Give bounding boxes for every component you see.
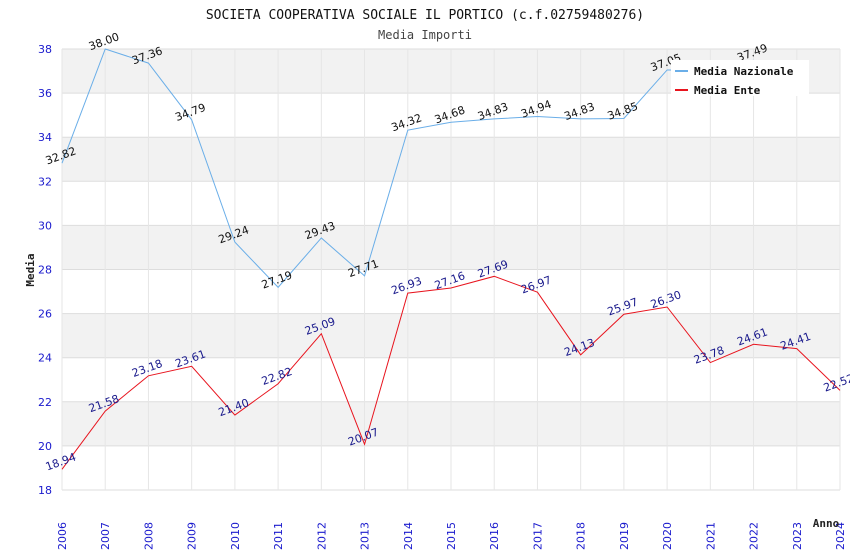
y-tick-label: 28 — [38, 264, 52, 277]
x-tick-label: 2024 — [834, 522, 847, 550]
series-line-media-nazionale — [61, 48, 754, 289]
x-tick-label: 2017 — [531, 522, 544, 550]
x-tick-label: 2012 — [315, 522, 328, 550]
legend: Media Nazionale Media Ente — [671, 60, 809, 97]
x-tick-label: 2016 — [488, 522, 501, 550]
x-tick-label: 2015 — [445, 522, 458, 550]
x-axis-title: Anno — [813, 517, 840, 530]
legend-label: Media Nazionale — [694, 65, 794, 78]
x-tick-label: 2018 — [575, 522, 588, 550]
legend-label: Media Ente — [694, 84, 761, 97]
y-tick-label: 22 — [38, 396, 52, 409]
x-tick-label: 2011 — [272, 522, 285, 550]
y-tick-label: 20 — [38, 440, 52, 453]
x-tick-label: 2019 — [618, 522, 631, 550]
y-tick-label: 32 — [38, 175, 52, 188]
y-tick-label: 26 — [38, 308, 52, 321]
y-tick-label: 30 — [38, 219, 52, 232]
chart-title: SOCIETA COOPERATIVA SOCIALE IL PORTICO (… — [206, 8, 644, 23]
x-tick-label: 2020 — [661, 522, 674, 550]
x-tick-label: 2022 — [748, 522, 761, 550]
x-axis-ticks: 2006 2007 2008 2009 2010 2011 2012 2013 2014 2015… — [56, 522, 847, 550]
series-line-media-ente — [61, 275, 841, 470]
y-tick-label: 36 — [38, 87, 52, 100]
y-tick-label: 38 — [38, 43, 52, 56]
x-tick-label: 2013 — [359, 522, 372, 550]
y-axis-ticks: 18 20 22 24 26 28 30 32 34 36 38 — [38, 43, 52, 497]
x-tick-label: 2009 — [186, 522, 199, 550]
x-tick-label: 2021 — [704, 522, 717, 550]
x-tick-label: 2023 — [791, 522, 804, 550]
y-tick-label: 34 — [38, 131, 52, 144]
x-tick-label: 2010 — [229, 522, 242, 550]
chart-subtitle: Media Importi — [378, 28, 472, 42]
legend-box — [671, 60, 809, 96]
x-tick-label: 2008 — [142, 522, 155, 550]
x-tick-label: 2006 — [56, 522, 69, 550]
x-tick-label: 2007 — [99, 522, 112, 550]
x-tick-label: 2014 — [402, 522, 415, 550]
series-lines — [61, 48, 841, 470]
y-tick-label: 18 — [38, 484, 52, 497]
y-tick-label: 24 — [38, 352, 52, 365]
gridlines — [61, 48, 841, 491]
y-axis-title: Media — [24, 253, 37, 286]
